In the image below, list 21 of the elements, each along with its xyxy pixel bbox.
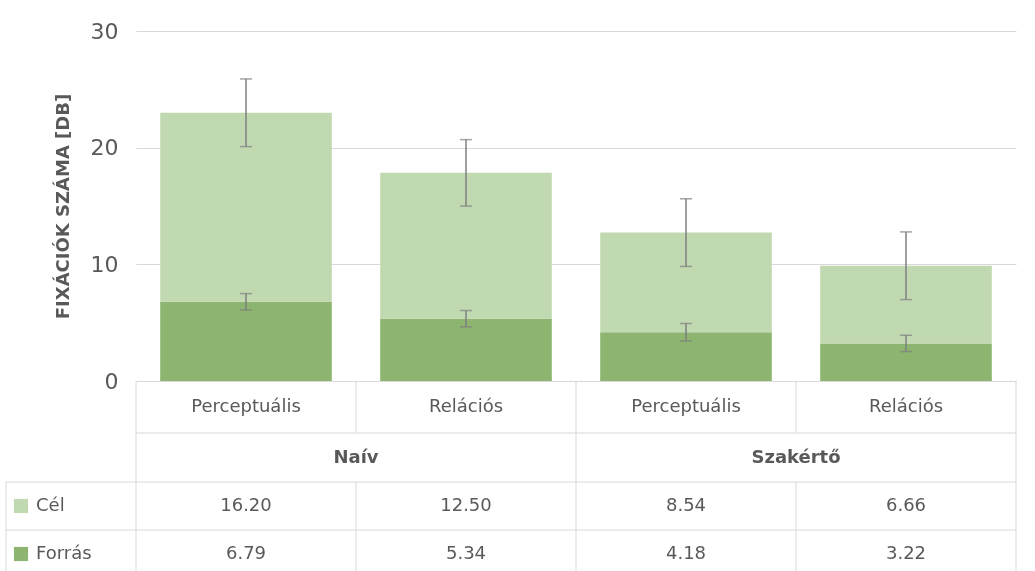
- x-tick-label: Perceptuális: [191, 394, 301, 416]
- data-label: 3.22: [885, 542, 927, 563]
- y-axis-title: FIXÁCIÓK SZÁMA [DB]: [51, 93, 73, 320]
- data-label: 16.20: [220, 494, 272, 515]
- legend-label: Forrás: [36, 542, 92, 563]
- data-label: 6.79: [225, 542, 267, 563]
- y-tick-label: 20: [90, 135, 119, 161]
- data-label: 8.54: [665, 494, 707, 515]
- data-label: 12.50: [440, 494, 492, 515]
- text: Szakértő: [751, 446, 841, 467]
- y-tick-label: 0: [104, 368, 119, 394]
- data-label: 6.66: [885, 494, 927, 515]
- x-tick-label: Perceptuális: [631, 394, 741, 416]
- y-tick-label: 30: [90, 18, 119, 44]
- data-label: 5.34: [445, 542, 487, 563]
- x-tick-label: Relációs: [868, 394, 944, 416]
- x-tick-label: Relációs: [428, 394, 504, 416]
- legend-label: Cél: [36, 494, 65, 515]
- y-tick-label: 10: [90, 251, 119, 277]
- text: Naív: [333, 446, 379, 467]
- data-label: 4.18: [665, 542, 707, 563]
